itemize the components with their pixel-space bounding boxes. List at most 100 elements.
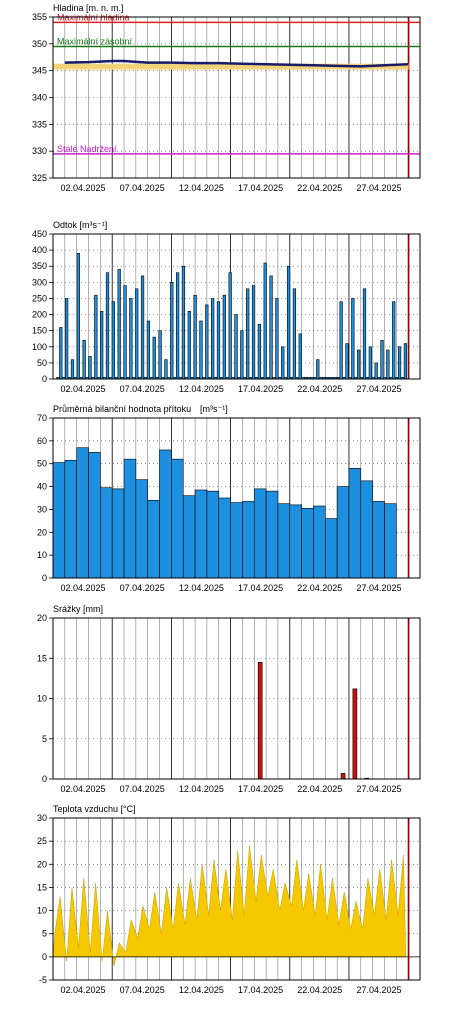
inflow-bar: [64, 459, 77, 579]
inflow-bar: [289, 504, 302, 579]
discharge-bar: [82, 340, 86, 380]
y-tick-label: 450: [32, 229, 47, 239]
y-tick-label: 30: [37, 504, 47, 514]
discharge-bar: [257, 323, 261, 380]
panel-unit: [m³s⁻¹]: [200, 404, 228, 414]
x-tick-label: 02.04.2025: [60, 183, 105, 193]
x-tick-label: 07.04.2025: [120, 985, 165, 995]
x-tick-label: 22.04.2025: [297, 985, 342, 995]
plot-area: [53, 618, 420, 779]
discharge-bar: [129, 298, 133, 380]
discharge-bar: [339, 301, 343, 380]
discharge-bar: [76, 253, 80, 380]
discharge-bar: [397, 346, 402, 380]
discharge-bar: [286, 265, 291, 380]
discharge-bar: [392, 301, 396, 380]
discharge-bar: [158, 330, 162, 380]
x-tick-label: 27.04.2025: [356, 384, 401, 394]
x-tick-label: 12.04.2025: [179, 985, 224, 995]
discharge-bar: [193, 294, 197, 380]
discharge-bar: [269, 275, 273, 380]
discharge-bar: [275, 298, 279, 380]
y-tick-label: 335: [32, 119, 47, 129]
discharge-bar: [345, 343, 349, 380]
inflow-bar: [372, 501, 385, 579]
discharge-bar: [368, 346, 372, 380]
discharge-bar: [164, 359, 168, 380]
precipitation-bar: [352, 688, 358, 780]
inflow-bar: [230, 502, 243, 579]
x-tick-label: 27.04.2025: [356, 183, 401, 193]
x-tick-label: 22.04.2025: [297, 583, 342, 593]
inflow-bar: [218, 497, 231, 579]
discharge-bar: [234, 314, 238, 380]
y-tick-label: 50: [37, 358, 47, 368]
discharge-bar: [292, 288, 297, 380]
discharge-bar: [65, 298, 69, 380]
discharge-bar: [216, 301, 221, 380]
discharge-bar: [100, 311, 104, 380]
discharge-bar: [240, 330, 244, 380]
discharge-bar: [403, 343, 408, 380]
discharge-bar: [263, 262, 267, 380]
plot-border: [52, 233, 421, 380]
y-tick-label: 10: [37, 906, 47, 916]
air-temperature-panel: Teplota vzduchu [°C] -5 0 5 10 15 20 25 30 02.04.…: [37, 804, 421, 995]
inflow-bar: [194, 489, 208, 579]
y-tick-label: 20: [37, 859, 47, 869]
y-tick-label: 60: [37, 436, 47, 446]
x-tick-label: 17.04.2025: [238, 985, 283, 995]
reference-label: Stálé Nadržení: [57, 144, 117, 154]
x-tick-label: 17.04.2025: [238, 183, 283, 193]
x-tick-label: 27.04.2025: [356, 985, 401, 995]
discharge-bar: [152, 336, 156, 380]
discharge-bar: [135, 288, 139, 380]
discharge-bar: [298, 333, 302, 380]
y-tick-label: 15: [37, 653, 47, 663]
x-tick-label: 02.04.2025: [60, 583, 105, 593]
discharge-bar: [362, 288, 367, 380]
y-tick-label: 5: [42, 734, 47, 744]
x-tick-label: 27.04.2025: [356, 784, 401, 794]
x-tick-label: 22.04.2025: [297, 384, 342, 394]
y-tick-label: 345: [32, 66, 47, 76]
x-tick-label: 17.04.2025: [238, 384, 283, 394]
level-band: [53, 63, 409, 70]
discharge-bar: [105, 272, 110, 380]
discharge-bar: [117, 269, 121, 380]
discharge-bar: [386, 349, 390, 380]
panel-title: Odtok [m³s⁻¹]: [53, 220, 107, 230]
x-tick-label: 02.04.2025: [60, 784, 105, 794]
inflow-bar: [242, 501, 255, 579]
inflow-bar: [384, 503, 397, 579]
plot-border: [52, 617, 421, 780]
inflow-bar: [135, 479, 149, 579]
inflow-bar: [159, 449, 172, 579]
discharge-bar: [281, 346, 285, 380]
y-tick-label: 350: [32, 39, 47, 49]
reference-label: Maximální zásobní: [57, 37, 133, 47]
precipitation-bar: [257, 661, 263, 780]
plot-area: [53, 17, 420, 178]
y-tick-label: 50: [37, 459, 47, 469]
water-level-line: [64, 59, 409, 68]
discharge-bar: [251, 285, 256, 380]
discharge-bar: [380, 340, 384, 380]
temperature-area: [52, 845, 407, 967]
y-tick-label: 15: [37, 882, 47, 892]
discharge-bar: [374, 362, 378, 380]
discharge-bar: [123, 285, 127, 380]
y-tick-label: 10: [37, 694, 47, 704]
y-tick-label: 0: [42, 952, 47, 962]
precipitation-bar: [340, 773, 346, 780]
discharge-bar: [146, 320, 151, 380]
y-tick-label: -5: [39, 975, 47, 985]
inflow-bar: [253, 488, 267, 579]
discharge-bar: [111, 301, 115, 380]
discharge-bar: [59, 327, 63, 380]
discharge-bar: [357, 349, 361, 380]
inflow-bar: [100, 487, 113, 579]
inflow-bar: [277, 503, 291, 579]
inflow-bar: [348, 467, 362, 579]
